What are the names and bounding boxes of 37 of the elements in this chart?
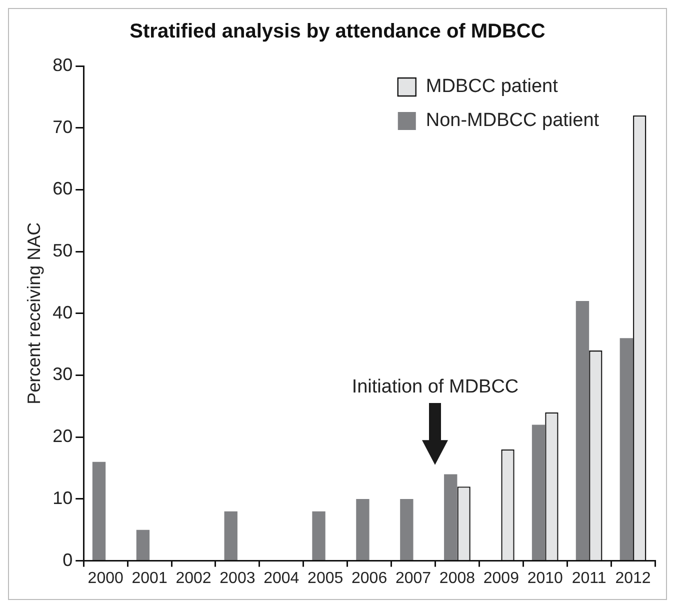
bar <box>356 498 370 560</box>
chart-title: Stratified analysis by attendance of MDBCC <box>130 20 546 43</box>
x-tick-label: 2001 <box>132 570 168 587</box>
x-tick-label: 2008 <box>439 570 476 587</box>
y-tick-label: 50 <box>52 240 73 261</box>
y-tick-label: 80 <box>52 54 73 75</box>
x-tick-label: 2011 <box>572 570 606 587</box>
bar <box>224 511 238 560</box>
bar <box>444 474 458 560</box>
x-tick-label: 2009 <box>483 570 520 587</box>
y-tick-label: 10 <box>52 488 73 508</box>
bar <box>576 301 590 560</box>
y-tick-label: 0 <box>62 550 73 570</box>
annotation: Initiation of MDBCC <box>352 376 519 398</box>
y-tick-label: 30 <box>52 364 73 384</box>
x-tick-label: 2004 <box>264 570 300 587</box>
x-tick-label: 2006 <box>352 570 388 587</box>
x-tick-label: 2007 <box>395 570 432 587</box>
y-axis-title: Percent receiving NAC <box>24 222 44 404</box>
y-tick-label: 70 <box>52 116 73 137</box>
x-tick-label: 2010 <box>527 570 564 587</box>
bar <box>620 338 634 560</box>
y-tick-label: 20 <box>52 426 73 446</box>
y-tick-label: 60 <box>52 178 73 199</box>
bar <box>92 462 106 560</box>
legend-label: MDBCC patient <box>426 76 559 98</box>
x-tick-label: 2000 <box>88 570 124 587</box>
legend-label: Non-MDBCC patient <box>426 110 600 132</box>
y-tick-label: 40 <box>52 302 73 322</box>
x-tick-label: 2005 <box>308 570 344 587</box>
x-tick-label: 2003 <box>220 570 256 587</box>
bar <box>400 498 414 560</box>
bar <box>136 530 150 560</box>
bar <box>532 424 546 560</box>
x-tick-label: 2002 <box>176 570 212 587</box>
x-tick-label: 2012 <box>615 570 651 587</box>
bar <box>312 511 326 560</box>
